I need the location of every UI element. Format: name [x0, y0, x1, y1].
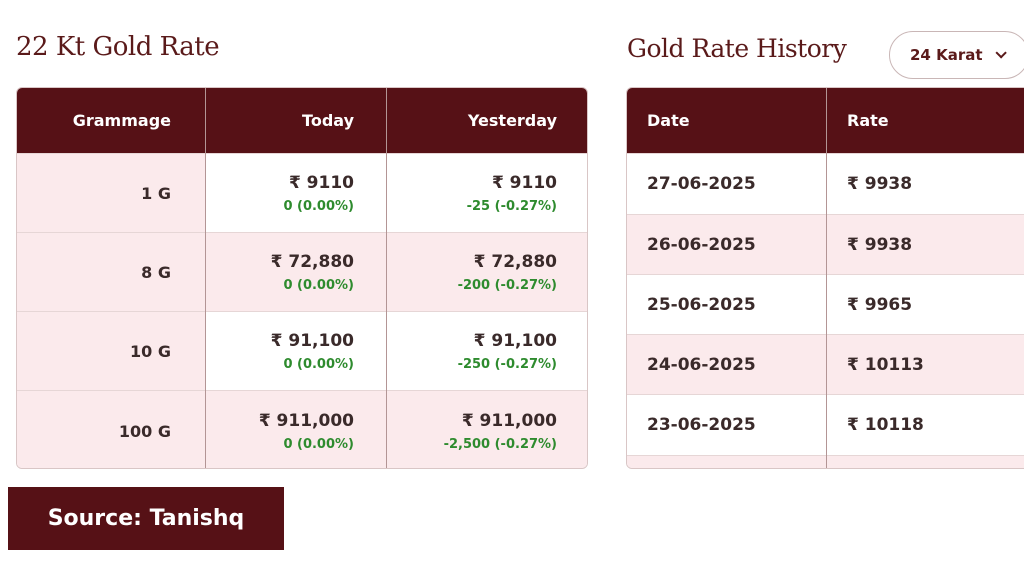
table-row: 27-06-2025 ₹ 9938 — [627, 153, 1024, 213]
table-header: Grammage Today Yesterday — [17, 88, 587, 153]
history-date: 24-06-2025 — [647, 354, 756, 375]
grammage-cell: 10 G — [17, 312, 205, 390]
table-row: 25-06-2025 ₹ 9965 — [627, 274, 1024, 334]
yesterday-cell: ₹ 911,000 -2,500 (-0.27%) — [386, 391, 587, 468]
header-rate: Rate — [847, 111, 889, 130]
table-row: 23-06-2025 ₹ 10118 — [627, 394, 1024, 454]
karat-select[interactable]: 24 Karat — [889, 31, 1024, 79]
table-row: 100 G ₹ 911,000 0 (0.00%) ₹ 911,000 -2,5… — [17, 390, 587, 468]
table-header: Date Rate — [627, 88, 1024, 153]
today-change: 0 (0.00%) — [283, 198, 354, 214]
column-divider — [205, 88, 206, 468]
history-date: 25-06-2025 — [647, 294, 756, 315]
column-divider — [386, 88, 387, 468]
history-rate: ₹ 9938 — [847, 234, 913, 255]
source-label: Source: Tanishq — [8, 487, 284, 550]
grammage-cell: 8 G — [17, 233, 205, 311]
today-cell: ₹ 911,000 0 (0.00%) — [205, 391, 386, 468]
table-row: 24-06-2025 ₹ 10113 — [627, 334, 1024, 394]
yesterday-price: ₹ 91,100 — [473, 330, 557, 351]
today-cell: ₹ 72,880 0 (0.00%) — [205, 233, 386, 311]
yesterday-cell: ₹ 72,880 -200 (-0.27%) — [386, 233, 587, 311]
gold-rate-title: 22 Kt Gold Rate — [16, 32, 220, 62]
table-row: 8 G ₹ 72,880 0 (0.00%) ₹ 72,880 -200 (-0… — [17, 232, 587, 311]
yesterday-price: ₹ 911,000 — [461, 410, 557, 431]
today-change: 0 (0.00%) — [283, 277, 354, 293]
gold-rate-history-table: Date Rate 27-06-2025 ₹ 9938 26-06-2025 ₹… — [626, 87, 1024, 469]
grammage-cell: 100 G — [17, 391, 205, 468]
history-rate: ₹ 9938 — [847, 173, 913, 194]
table-row: 26-06-2025 ₹ 9938 — [627, 214, 1024, 274]
yesterday-change: -250 (-0.27%) — [457, 356, 557, 372]
today-cell: ₹ 91,100 0 (0.00%) — [205, 312, 386, 390]
header-grammage: Grammage — [72, 111, 171, 130]
yesterday-price: ₹ 9110 — [491, 172, 557, 193]
today-price: ₹ 91,100 — [270, 330, 354, 351]
today-price: ₹ 911,000 — [258, 410, 354, 431]
yesterday-change: -2,500 (-0.27%) — [443, 436, 557, 452]
today-change: 0 (0.00%) — [283, 356, 354, 372]
yesterday-cell: ₹ 9110 -25 (-0.27%) — [386, 154, 587, 232]
column-divider — [826, 88, 827, 468]
history-date: 27-06-2025 — [647, 173, 756, 194]
today-price: ₹ 72,880 — [270, 251, 354, 272]
yesterday-change: -25 (-0.27%) — [466, 198, 557, 214]
header-yesterday: Yesterday — [467, 111, 557, 130]
yesterday-change: -200 (-0.27%) — [457, 277, 557, 293]
karat-select-value: 24 Karat — [910, 46, 983, 64]
table-row: 10 G ₹ 91,100 0 (0.00%) ₹ 91,100 -250 (-… — [17, 311, 587, 390]
chevron-down-icon — [995, 47, 1007, 59]
history-date: 26-06-2025 — [647, 234, 756, 255]
header-date: Date — [647, 111, 690, 130]
table-row: 1 G ₹ 9110 0 (0.00%) ₹ 9110 -25 (-0.27%) — [17, 153, 587, 232]
gold-rate-table: Grammage Today Yesterday 1 G ₹ 9110 0 (0… — [16, 87, 588, 469]
history-rate: ₹ 9965 — [847, 294, 913, 315]
today-change: 0 (0.00%) — [283, 436, 354, 452]
table-row-partial — [627, 455, 1024, 468]
today-price: ₹ 9110 — [288, 172, 354, 193]
yesterday-price: ₹ 72,880 — [473, 251, 557, 272]
history-rate: ₹ 10113 — [847, 354, 924, 375]
gold-rate-history-title: Gold Rate History — [627, 34, 847, 63]
history-date: 23-06-2025 — [647, 414, 756, 435]
yesterday-cell: ₹ 91,100 -250 (-0.27%) — [386, 312, 587, 390]
today-cell: ₹ 9110 0 (0.00%) — [205, 154, 386, 232]
header-today: Today — [302, 111, 354, 130]
grammage-cell: 1 G — [17, 154, 205, 232]
history-rate: ₹ 10118 — [847, 414, 924, 435]
